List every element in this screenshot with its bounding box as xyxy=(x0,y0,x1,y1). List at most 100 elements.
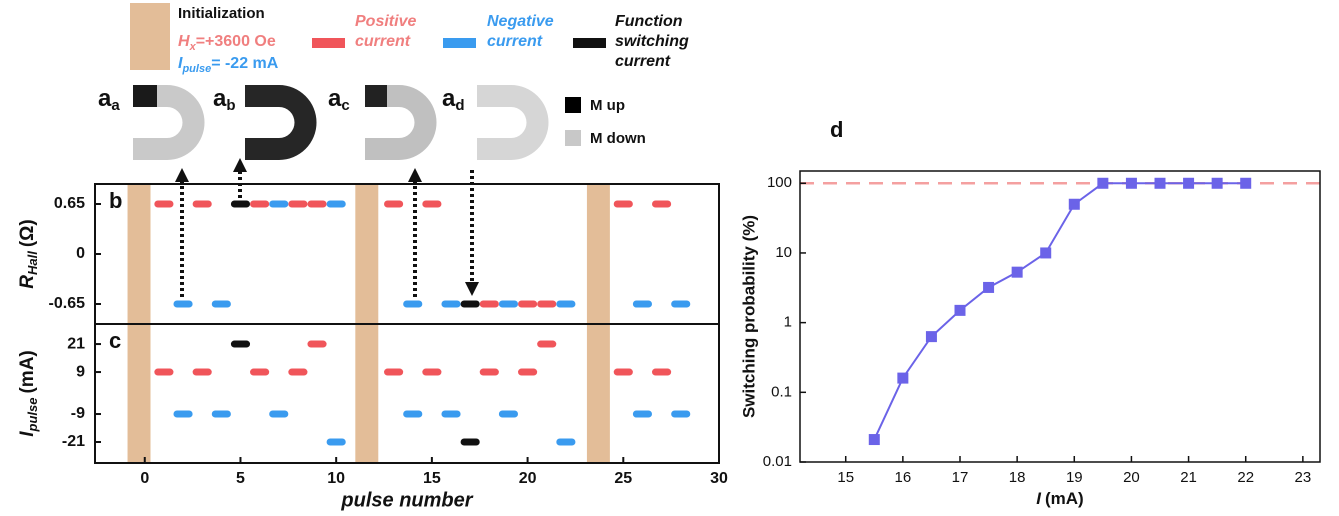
subscript: pulse xyxy=(25,398,40,433)
pulse-segment xyxy=(556,439,575,446)
x-tick-label: 21 xyxy=(1180,469,1197,486)
pulse-segment xyxy=(537,341,556,348)
data-point xyxy=(1155,178,1166,189)
initialization-band xyxy=(355,324,378,463)
x-tick-label: 17 xyxy=(952,469,969,486)
legend-label: Function switching current xyxy=(615,12,705,72)
pulse-segment xyxy=(441,301,460,308)
pulse-segment xyxy=(327,439,346,446)
x-tick-label: 5 xyxy=(236,470,245,487)
y-tick-label: 0.65 xyxy=(54,195,85,212)
panel-label: d xyxy=(830,117,843,142)
pulse-segment xyxy=(480,301,499,308)
data-point xyxy=(1212,178,1223,189)
pulse-segment xyxy=(269,201,288,208)
subscript: d xyxy=(455,97,464,114)
pulse-segment xyxy=(633,411,652,418)
y-tick-label: -0.65 xyxy=(49,295,86,312)
image-label: ac xyxy=(328,85,350,114)
data-point xyxy=(955,305,966,316)
legend-label: Negative current xyxy=(487,12,567,52)
data-point xyxy=(1012,267,1023,278)
panel-label: c xyxy=(109,328,121,353)
m-up-swatch xyxy=(565,97,581,113)
value: =+3600 Oe xyxy=(196,33,276,50)
dark-domain xyxy=(133,85,157,107)
pulse-segment xyxy=(154,201,173,208)
y-tick-label: 10 xyxy=(775,244,792,261)
legend-swatch xyxy=(573,38,606,48)
pulse-segment xyxy=(231,341,250,348)
subscript: b xyxy=(226,97,235,114)
x-tick-label: 19 xyxy=(1066,469,1083,486)
image-label: ad xyxy=(442,85,465,114)
legend-swatch xyxy=(312,38,345,48)
arrows xyxy=(175,158,479,297)
data-line xyxy=(874,183,1245,439)
y-tick-label: -21 xyxy=(62,433,85,450)
pulse-segment xyxy=(250,201,269,208)
image-label: aa xyxy=(98,85,120,114)
pulse-segment xyxy=(193,201,212,208)
pulse-segment xyxy=(537,301,556,308)
x-tick-label: 10 xyxy=(327,470,345,487)
pulse-segment xyxy=(403,301,422,308)
pulse-segment xyxy=(518,369,537,376)
data-point xyxy=(983,282,994,293)
pulse-segment xyxy=(231,201,250,208)
value: = -22 mA xyxy=(211,55,279,72)
pulse-segment xyxy=(652,201,671,208)
y-tick-label: 9 xyxy=(76,363,85,380)
y-axis-label: Switching probability (%) xyxy=(739,215,758,418)
pulse-segment xyxy=(173,411,192,418)
m-down-label: M down xyxy=(590,130,646,147)
data-point xyxy=(1240,178,1251,189)
label: a xyxy=(98,85,112,112)
pulse-segment xyxy=(307,341,326,348)
unit: (Ω) xyxy=(17,219,38,247)
data-point xyxy=(1097,178,1108,189)
y-tick-label: 0 xyxy=(76,245,85,262)
m-up-label: M up xyxy=(590,97,625,114)
pulse-segment xyxy=(250,369,269,376)
y-tick-label: 0.1 xyxy=(771,383,792,400)
pulse-segment xyxy=(652,369,671,376)
y-axis-label: RHall(Ω) xyxy=(17,219,40,288)
pulse-segment xyxy=(422,201,441,208)
y-tick-label: -9 xyxy=(71,405,85,422)
m-down-swatch xyxy=(565,130,581,146)
pulse-segment xyxy=(461,301,480,308)
dark-domain xyxy=(365,85,387,107)
image-label: ab xyxy=(213,85,236,114)
label: a xyxy=(442,85,456,112)
legend-label: Positive current xyxy=(355,12,435,52)
init-pulse: Ipulse= -22 mA xyxy=(178,55,279,75)
arrow-head xyxy=(175,168,189,182)
data-point xyxy=(1126,178,1137,189)
data-point xyxy=(1040,247,1051,258)
pulse-segment xyxy=(212,301,231,308)
pulse-segment xyxy=(614,201,633,208)
sample-image xyxy=(245,85,317,160)
pulse-segment xyxy=(384,201,403,208)
y-tick-label: 100 xyxy=(767,174,792,191)
initialization-band xyxy=(128,324,151,463)
x-tick-label: 25 xyxy=(614,470,632,487)
frame xyxy=(800,171,1320,462)
pulse-segment xyxy=(154,369,173,376)
x-axis-label: I(mA) xyxy=(1036,489,1083,508)
symbol: R xyxy=(17,275,38,289)
chart: M up M down Initialization Hx=+3600 Oe I… xyxy=(0,0,1339,516)
unit: (mA) xyxy=(17,350,38,393)
pulse-segment xyxy=(327,201,346,208)
pulse-segment xyxy=(499,411,518,418)
x-tick-label: 22 xyxy=(1237,469,1254,486)
symbol: I xyxy=(1036,489,1042,508)
pulse-segment xyxy=(461,439,480,446)
arrow-head xyxy=(465,282,479,296)
pulse-segment xyxy=(556,301,575,308)
panel-label: b xyxy=(109,188,122,213)
init-swatch xyxy=(130,3,170,70)
pulse-segment xyxy=(671,301,690,308)
subscript: pulse xyxy=(181,63,211,75)
